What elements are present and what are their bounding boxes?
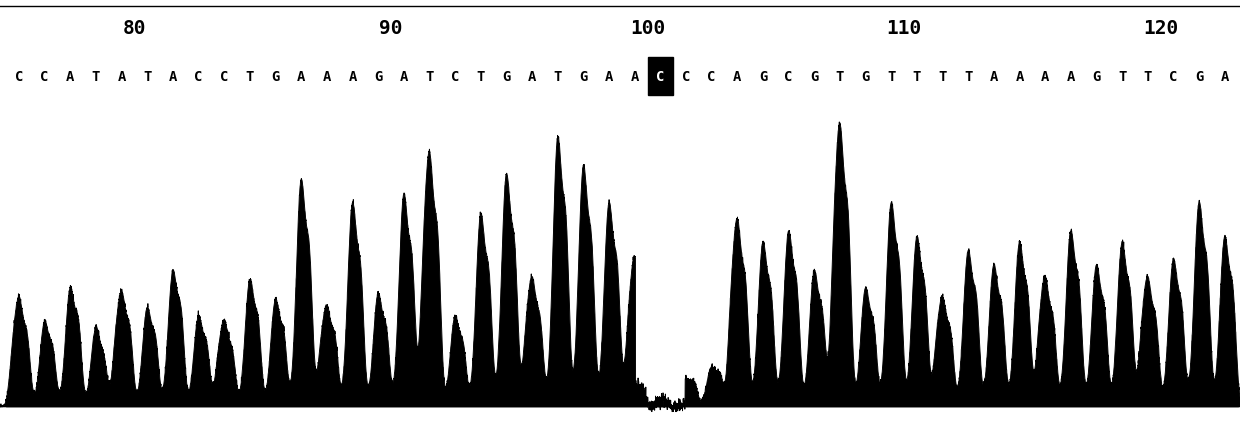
Text: A: A xyxy=(118,70,125,84)
Text: A: A xyxy=(630,70,639,84)
Text: G: G xyxy=(862,70,869,84)
Text: A: A xyxy=(733,70,742,84)
Text: C: C xyxy=(656,70,665,84)
Text: G: G xyxy=(810,70,818,84)
Text: T: T xyxy=(92,70,100,84)
Text: A: A xyxy=(298,70,305,84)
Text: 110: 110 xyxy=(887,19,921,38)
Text: C: C xyxy=(682,70,691,84)
Text: T: T xyxy=(425,70,434,84)
Text: T: T xyxy=(1143,70,1152,84)
Bar xyxy=(649,57,672,96)
Text: A: A xyxy=(990,70,998,84)
Text: A: A xyxy=(1040,70,1049,84)
Text: T: T xyxy=(476,70,485,84)
Text: C: C xyxy=(195,70,203,84)
Text: T: T xyxy=(963,70,972,84)
Text: A: A xyxy=(66,70,74,84)
Text: T: T xyxy=(913,70,921,84)
Text: T: T xyxy=(887,70,895,84)
Text: G: G xyxy=(502,70,511,84)
Text: C: C xyxy=(15,70,24,84)
Text: A: A xyxy=(1016,70,1024,84)
Text: T: T xyxy=(143,70,151,84)
Text: T: T xyxy=(246,70,254,84)
Text: T: T xyxy=(836,70,844,84)
Text: A: A xyxy=(1066,70,1075,84)
Text: A: A xyxy=(528,70,536,84)
Text: C: C xyxy=(41,70,48,84)
Text: A: A xyxy=(1220,70,1229,84)
Text: A: A xyxy=(605,70,614,84)
Text: G: G xyxy=(272,70,280,84)
Text: G: G xyxy=(1092,70,1101,84)
Text: 120: 120 xyxy=(1143,19,1178,38)
Text: T: T xyxy=(1118,70,1126,84)
Text: A: A xyxy=(322,70,331,84)
Text: C: C xyxy=(708,70,715,84)
Text: C: C xyxy=(1169,70,1178,84)
Text: T: T xyxy=(939,70,946,84)
Text: 90: 90 xyxy=(379,19,403,38)
Text: C: C xyxy=(219,70,228,84)
Text: A: A xyxy=(348,70,357,84)
Text: C: C xyxy=(451,70,459,84)
Text: T: T xyxy=(553,70,562,84)
Text: G: G xyxy=(1195,70,1203,84)
Text: G: G xyxy=(759,70,768,84)
Text: A: A xyxy=(169,70,177,84)
Text: G: G xyxy=(579,70,588,84)
Text: G: G xyxy=(374,70,382,84)
Text: A: A xyxy=(399,70,408,84)
Text: C: C xyxy=(785,70,792,84)
Text: 80: 80 xyxy=(123,19,146,38)
Text: 100: 100 xyxy=(630,19,665,38)
